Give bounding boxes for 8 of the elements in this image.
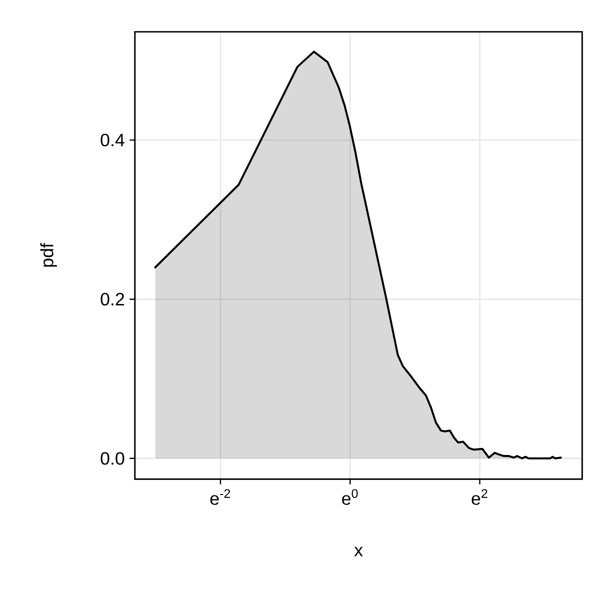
y-tick-label: 0.0	[100, 452, 124, 465]
x-tick-label: e$^{-2}$	[210, 488, 230, 505]
y-tick-label: 0.2	[100, 292, 124, 306]
x-tick-label: e$^{0}$	[342, 488, 358, 505]
y-tick-label: 0.4	[100, 134, 124, 146]
x-axis-title: x	[354, 546, 363, 556]
y-axis-title: pdf	[40, 242, 57, 267]
x-tick-label: e$^{2}$	[472, 488, 488, 505]
